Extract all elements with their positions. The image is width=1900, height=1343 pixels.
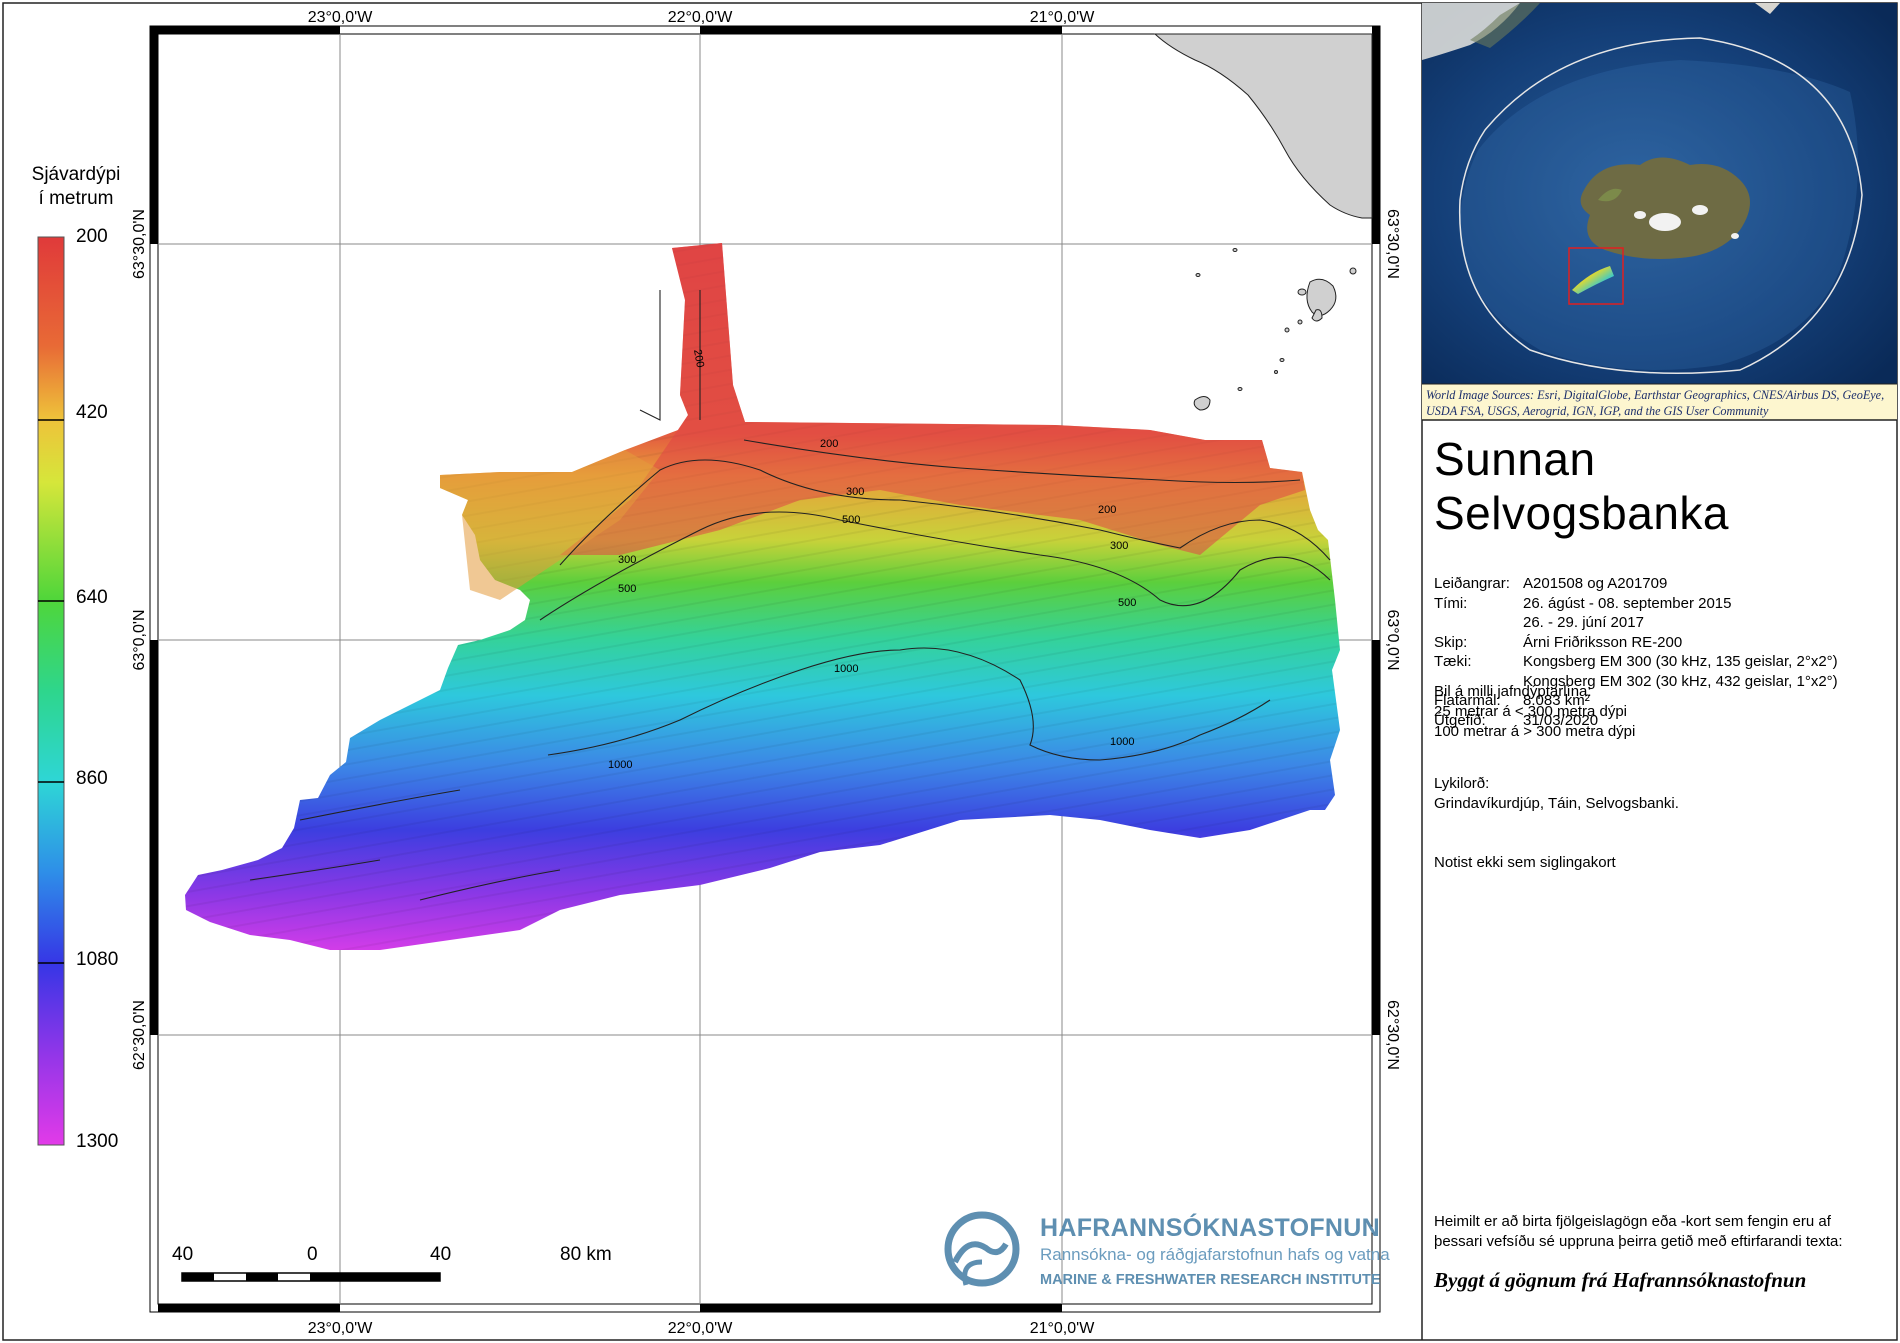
scale-bar [181,1272,441,1282]
meta-key: Leiðangrar: [1434,575,1510,592]
lon-label: 21°0,0'W [1030,9,1095,26]
contour-label: 500 [1118,597,1136,609]
legend-title-line1: Sjávardýpi [31,164,121,185]
scale-label: 40 [430,1244,452,1265]
license-line: Heimilt er að birta fjölgeislagögn eða -… [1434,1213,1831,1230]
lat-labels-left: 63°30,0'N 63°0,0'N 62°30,0'N [131,209,148,1070]
meta-value: 26. - 29. júní 2017 [1523,614,1644,631]
meta-value: A201508 og A201709 [1523,575,1668,592]
contour-label: 1000 [1110,736,1134,748]
license-text: Heimilt er að birta fjölgeislagögn eða -… [1434,1212,1843,1252]
logo-subtitle-en: MARINE & FRESHWATER RESEARCH INSTITUTE [1040,1272,1381,1288]
contour-interval-info: Bil á milli jafndýptarlína: 25 metrar á … [1434,682,1635,742]
legend-tick: 1080 [76,949,119,970]
meta-key: Tími: [1434,594,1468,612]
contour-interval-line: 100 metrar á > 300 metra dýpi [1434,723,1636,740]
logo-mark [944,1211,1020,1287]
lon-label: 22°0,0'W [668,9,733,26]
keywords-title: Lykilorð: [1434,775,1490,792]
meta-row: Útgefið: 31/03/2020 [1434,711,1838,731]
meta-row: Skip: Árni Friðriksson RE-200 [1434,633,1838,653]
meta-key: Flatarmál: [1434,692,1501,709]
lon-labels-top: 23°0,0'W 22°0,0'W 21°0,0'W [308,9,1095,26]
contour-interval-title: Bil á milli jafndýptarlína: [1434,683,1592,700]
lon-label: 22°0,0'W [668,1320,733,1337]
contour-label: 500 [842,514,860,526]
meta-row: 26. - 29. júní 2017 [1434,613,1838,633]
map-title: Sunnan Selvogsbanka [1434,433,1729,539]
disclaimer: Notist ekki sem siglingakort [1434,854,1616,871]
meta-value: 26. ágúst - 08. september 2015 [1523,594,1732,612]
land-area [1153,33,1373,219]
lat-label: 63°0,0'N [1384,609,1401,670]
meta-value: Árni Friðriksson RE-200 [1523,633,1683,651]
meta-row: Tími: 26. ágúst - 08. september 2015 [1434,594,1838,614]
logo-name: HAFRANNSÓKNASTOFNUN [1040,1214,1380,1242]
lat-label: 63°0,0'N [131,609,148,670]
lat-label: 62°30,0'N [1384,1000,1401,1070]
meta-key: Skip: [1434,633,1468,651]
lon-label: 23°0,0'W [308,1320,373,1337]
keywords-value: Grindavíkurdjúp, Táin, Selvogsbanki. [1434,795,1679,812]
meta-value: Kongsberg EM 302 (30 kHz, 432 geislar, 1… [1523,672,1838,690]
legend-title: Sjávardýpi í metrum [20,163,132,211]
license-line: þessari vefsíðu sé uppruna þeirra getið … [1434,1233,1843,1250]
lat-label: 63°30,0'N [1384,209,1401,279]
scale-label: 80 km [560,1244,612,1265]
logo-subtitle-is: Rannsókna- og ráðgjafarstofnun hafs og v… [1040,1245,1390,1264]
contour-label: 200 [820,438,838,450]
citation-text: Byggt á gögnum frá Hafrannsóknastofnun [1434,1268,1807,1292]
lon-labels-bottom: 23°0,0'W 22°0,0'W 21°0,0'W [308,1320,1095,1337]
legend-tick: 420 [76,402,108,423]
scale-label: 40 [172,1244,194,1265]
legend-tick: 1300 [76,1131,119,1152]
image-source-credit: World Image Sources: Esri, DigitalGlobe,… [1426,388,1885,418]
scale-label: 0 [307,1244,318,1265]
survey-metadata: Leiðangrar: A201508 og A201709 Tími: 26.… [1434,574,1838,730]
lat-label: 62°30,0'N [131,1000,148,1070]
contour-labels: 200 200 200 300 300 300 500 500 500 1000… [608,348,1136,771]
lon-label: 21°0,0'W [1030,1320,1095,1337]
meta-value: Kongsberg EM 300 (30 kHz, 135 geislar, 2… [1523,653,1838,670]
meta-row: Tæki: Kongsberg EM 300 (30 kHz, 135 geis… [1434,652,1838,672]
meta-row: Kongsberg EM 302 (30 kHz, 432 geislar, 1… [1434,672,1838,692]
legend-title-line2: í metrum [38,188,114,209]
legend-tick: 640 [76,587,108,608]
contour-label: 300 [1110,540,1128,552]
meta-key: Útgefið: [1434,711,1486,729]
legend-colorbar [37,236,65,1146]
overview-map [1422,3,1897,421]
meta-row: Leiðangrar: A201508 og A201709 [1434,574,1838,594]
contour-label: 200 [1098,504,1116,516]
meta-value: 8.083 km² [1523,692,1590,709]
islands [1193,248,1357,411]
contour-label: 500 [618,583,636,595]
contour-lines [249,290,1331,901]
meta-key [1434,613,1523,633]
legend-tick: 860 [76,768,108,789]
meta-key: Tæki: [1434,653,1472,670]
keywords-info: Lykilorð: Grindavíkurdjúp, Táin, Selvogs… [1434,774,1679,814]
contour-label: 300 [846,486,864,498]
contour-interval-line: 25 metrar á < 300 metra dýpi [1434,703,1628,720]
meta-row: Flatarmál: 8.083 km² [1434,691,1838,711]
legend-tick: 200 [76,226,108,247]
meta-value: 31/03/2020 [1523,711,1599,729]
contour-label: 1000 [834,663,858,675]
lat-labels-right: 63°30,0'N 63°0,0'N 62°30,0'N [1384,209,1401,1070]
lat-label: 63°30,0'N [131,209,148,279]
lon-label: 23°0,0'W [308,9,373,26]
bathymetry-survey [185,243,1340,950]
contour-label: 300 [618,554,636,566]
contour-label: 1000 [608,759,632,771]
contour-label: 200 [691,348,706,368]
